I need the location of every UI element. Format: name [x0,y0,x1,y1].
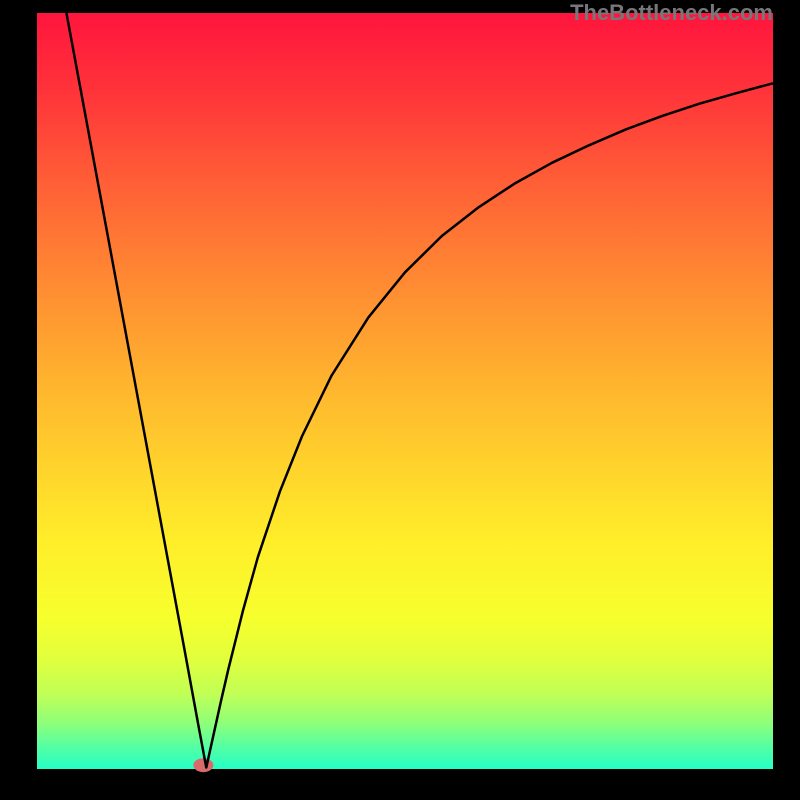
bottleneck-curve [66,13,773,767]
chart-svg [0,0,800,800]
watermark-label: TheBottleneck.com [570,0,773,26]
min-marker [193,758,213,772]
